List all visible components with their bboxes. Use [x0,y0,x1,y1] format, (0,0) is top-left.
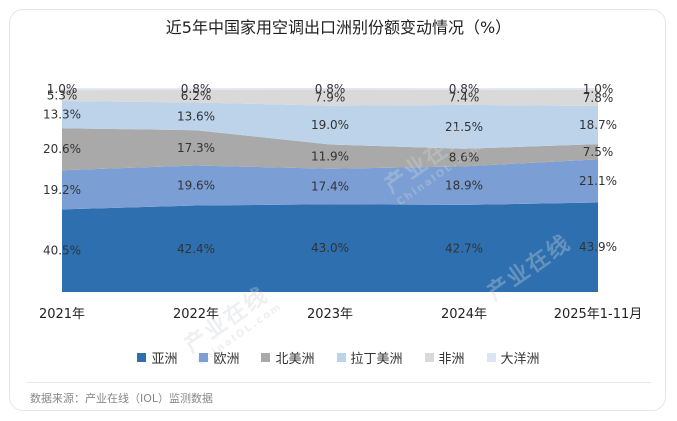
data-label: 17.3% [177,141,215,155]
legend-swatch [486,353,496,362]
legend-item: 拉丁美洲 [336,348,403,367]
area-北美洲 [62,128,598,171]
legend-swatch [424,353,434,362]
legend-item: 大洋洲 [486,348,540,367]
legend-swatch [137,353,147,362]
legend-label: 北美洲 [275,352,315,367]
data-label: 43.9% [579,240,617,254]
area-非洲 [62,89,598,106]
legend-item: 亚洲 [137,348,177,367]
data-label: 21.1% [579,174,617,188]
data-label: 42.7% [445,241,483,255]
data-label: 18.9% [445,179,483,193]
legend-swatch [199,353,209,362]
x-tick-label: 2021年 [39,307,85,322]
area-大洋洲 [62,88,598,91]
area-拉丁美洲 [62,101,598,149]
area-亚洲 [62,202,598,292]
data-label: 7.4% [449,90,480,104]
data-label: 1.0% [47,82,78,96]
data-label: 20.6% [43,142,81,156]
legend-label: 亚洲 [151,352,178,367]
data-label: 19.2% [43,183,81,197]
data-label: 19.0% [311,118,349,132]
area-layers [62,88,598,292]
legend-label: 非洲 [438,352,465,367]
data-label: 5.3% [47,89,78,103]
x-tick-label: 2022年 [173,307,219,322]
legend-swatch [261,353,271,362]
legend-item: 欧洲 [199,348,239,367]
data-label: 7.8% [583,91,614,105]
data-label: 17.4% [311,180,349,194]
legend-label: 拉丁美洲 [350,352,403,367]
data-label: 0.8% [449,82,480,96]
legend-label: 欧洲 [213,352,240,367]
data-label: 7.5% [583,145,614,159]
data-label: 43.0% [311,241,349,255]
chart-legend: 亚洲 欧洲 北美洲 拉丁美洲 非洲 大洋洲 [0,348,677,367]
data-label: 19.6% [177,179,215,193]
legend-item: 北美洲 [261,348,315,367]
source-note: 数据来源：产业在线（IOL）监测数据 [30,392,214,405]
data-label: 1.0% [583,82,614,96]
legend-label: 大洋洲 [500,352,540,367]
data-label: 0.8% [315,82,346,96]
x-tick-label: 2023年 [307,307,353,322]
data-label: 7.9% [315,91,346,105]
data-label: 11.9% [311,150,349,164]
data-label: 21.5% [445,120,483,134]
data-label: 6.2% [181,89,212,103]
footer-divider [26,382,651,383]
legend-item: 非洲 [424,348,465,367]
data-label: 13.6% [177,109,215,123]
data-label: 13.3% [43,108,81,122]
area-欧洲 [62,159,598,210]
data-label: 40.5% [43,244,81,258]
data-label: 8.6% [449,151,480,165]
chart-title: 近5年中国家用空调出口洲别份额变动情况（%） [165,18,512,37]
data-labels: 40.5% 42.4% 43.0% 42.7% 43.9% 19.2% 19.6% 17.4%… [43,82,617,258]
data-label: 18.7% [579,118,617,132]
x-axis-ticks: 2021年 2022年 2023年 2024年 2025年1-11月 [39,307,642,322]
data-label: 42.4% [177,242,215,256]
x-tick-label: 2025年1-11月 [554,307,643,322]
legend-swatch [336,353,346,362]
x-tick-label: 2024年 [441,307,487,322]
data-label: 0.8% [181,82,212,96]
